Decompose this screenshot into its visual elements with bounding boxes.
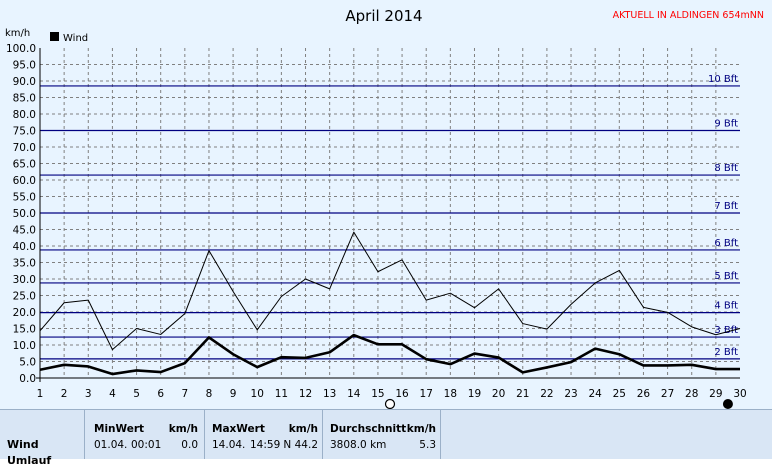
y-tick-label: 75.0 xyxy=(13,126,36,138)
x-tick-label: 16 xyxy=(395,388,409,400)
min-cell: MinWert km/h 01.04. 00:01 0.0 xyxy=(85,410,205,459)
wind-chart: 2 Bft 3 Bft 4 Bft 5 Bft 6 Bft 7 Bft 8 Bft 9 Bft… xyxy=(5,7,764,409)
x-tick-label: 4 xyxy=(109,388,116,400)
x-tick-label: 7 xyxy=(181,388,188,400)
beaufort-label: 5 Bft xyxy=(714,271,738,282)
x-tick-label: 12 xyxy=(299,388,312,400)
x-tick-label: 30 xyxy=(733,388,746,400)
y-tick-label: 30.0 xyxy=(13,274,36,286)
x-tick-label: 11 xyxy=(275,388,288,400)
min-header: MinWert xyxy=(94,423,145,435)
max-time: 14:59 xyxy=(250,439,281,451)
series-layer xyxy=(39,231,741,376)
x-tick-label: 25 xyxy=(613,388,626,400)
y-tick-label: 65.0 xyxy=(13,159,36,171)
x-tick-label: 5 xyxy=(133,388,140,400)
y-tick-label: 25.0 xyxy=(13,291,36,303)
beaufort-label: 3 Bft xyxy=(714,325,738,336)
y-tick-label: 35.0 xyxy=(13,258,36,270)
y-tick-label: 55.0 xyxy=(13,192,36,204)
stats-footer: Wind Umlauf MinWert km/h 01.04. 00:01 0.… xyxy=(0,409,772,467)
beaufort-label: 10 Bft xyxy=(708,74,738,85)
max-value: N 44.2 xyxy=(283,439,318,451)
x-tick-label: 14 xyxy=(347,388,361,400)
x-tick-label: 21 xyxy=(516,388,529,400)
x-tick-label: 20 xyxy=(492,388,505,400)
y-tick-label: 90.0 xyxy=(13,76,36,88)
beaufort-label: 8 Bft xyxy=(714,163,738,174)
x-tick-label: 27 xyxy=(661,388,674,400)
y-tick-label: 85.0 xyxy=(13,93,36,105)
y-tick-label: 40.0 xyxy=(13,241,36,253)
avg-cell: Durchschnitt km/h 3808.0 km 5.3 xyxy=(323,410,441,459)
x-tick-label: 18 xyxy=(444,388,457,400)
max-date: 14.04. xyxy=(212,439,246,451)
y-tick-label: 60.0 xyxy=(13,175,36,187)
y-tick-label: 100.0 xyxy=(6,43,36,55)
x-tick-label: 22 xyxy=(540,388,553,400)
x-tick-label: 26 xyxy=(637,388,651,400)
avg-header: Durchschnitt xyxy=(330,423,407,435)
y-tick-label: 20.0 xyxy=(13,307,36,319)
x-tick-label: 2 xyxy=(61,388,68,400)
avg-value: 5.3 xyxy=(419,439,436,451)
x-tick-label: 9 xyxy=(230,388,237,400)
x-tick-label: 8 xyxy=(206,388,213,400)
stats-row-labels: Wind Umlauf xyxy=(0,410,85,467)
grid xyxy=(40,48,740,378)
y-tick-label: 80.0 xyxy=(13,109,36,121)
y-tick-label: 5.0 xyxy=(19,357,36,369)
beaufort-label: 9 Bft xyxy=(714,119,738,130)
x-tick-label: 24 xyxy=(588,388,602,400)
row-label-umlauf: Umlauf xyxy=(7,454,52,467)
x-tick-label: 28 xyxy=(685,388,698,400)
beaufort-label: 4 Bft xyxy=(714,301,738,312)
x-tick-label: 17 xyxy=(420,388,433,400)
y-tick-label: 0.0 xyxy=(19,373,36,385)
x-tick-label: 13 xyxy=(323,388,336,400)
wind-series-line xyxy=(39,333,740,376)
x-tick-label: 3 xyxy=(85,388,92,400)
avg-unit: km/h xyxy=(406,423,436,435)
y-tick-label: 45.0 xyxy=(13,225,36,237)
y-tick-label: 10.0 xyxy=(13,340,36,352)
max-header: MaxWert xyxy=(212,423,265,435)
x-tick-label: 6 xyxy=(157,388,164,400)
beaufort-label: 2 Bft xyxy=(714,347,738,358)
x-tick-label: 19 xyxy=(468,388,481,400)
x-tick-label: 15 xyxy=(371,388,384,400)
y-tick-label: 50.0 xyxy=(13,208,36,220)
min-time: 00:01 xyxy=(131,439,162,451)
full-moon-icon xyxy=(384,398,396,409)
beaufort-label: 6 Bft xyxy=(714,238,738,249)
beaufort-lines: 2 Bft 3 Bft 4 Bft 5 Bft 6 Bft 7 Bft 8 Bft 9 Bft… xyxy=(40,74,740,360)
max-unit: km/h xyxy=(288,423,318,435)
x-tick-label: 10 xyxy=(251,388,264,400)
chart-title: April 2014 xyxy=(345,7,422,25)
station-label: AKTUELL IN ALDINGEN 654mNN xyxy=(613,10,764,21)
avg-distance: 3808.0 km xyxy=(330,439,387,451)
legend-label: Wind xyxy=(63,33,88,44)
y-tick-label: 15.0 xyxy=(13,324,36,336)
row-label-wind: Wind xyxy=(7,438,39,451)
min-value: 0.0 xyxy=(181,439,198,451)
axes: 0.0 5.0 10.0 15.0 20.0 25.0 30.0 35.0 40.0 45.0 50… xyxy=(6,43,747,409)
x-tick-label: 23 xyxy=(564,388,577,400)
x-tick-label: 29 xyxy=(709,388,722,400)
gust-series-line xyxy=(39,231,741,351)
max-cell: MaxWert km/h 14.04. 14:59 N 44.2 xyxy=(205,410,323,459)
new-moon-icon xyxy=(722,399,733,409)
x-tick-label: 1 xyxy=(37,388,44,400)
min-unit: km/h xyxy=(168,423,198,435)
legend-swatch xyxy=(50,32,59,41)
y-axis-unit: km/h xyxy=(5,28,30,39)
y-tick-label: 70.0 xyxy=(13,142,36,154)
beaufort-label: 7 Bft xyxy=(714,201,738,212)
y-tick-label: 95.0 xyxy=(13,60,36,72)
min-date: 01.04. xyxy=(94,439,128,451)
